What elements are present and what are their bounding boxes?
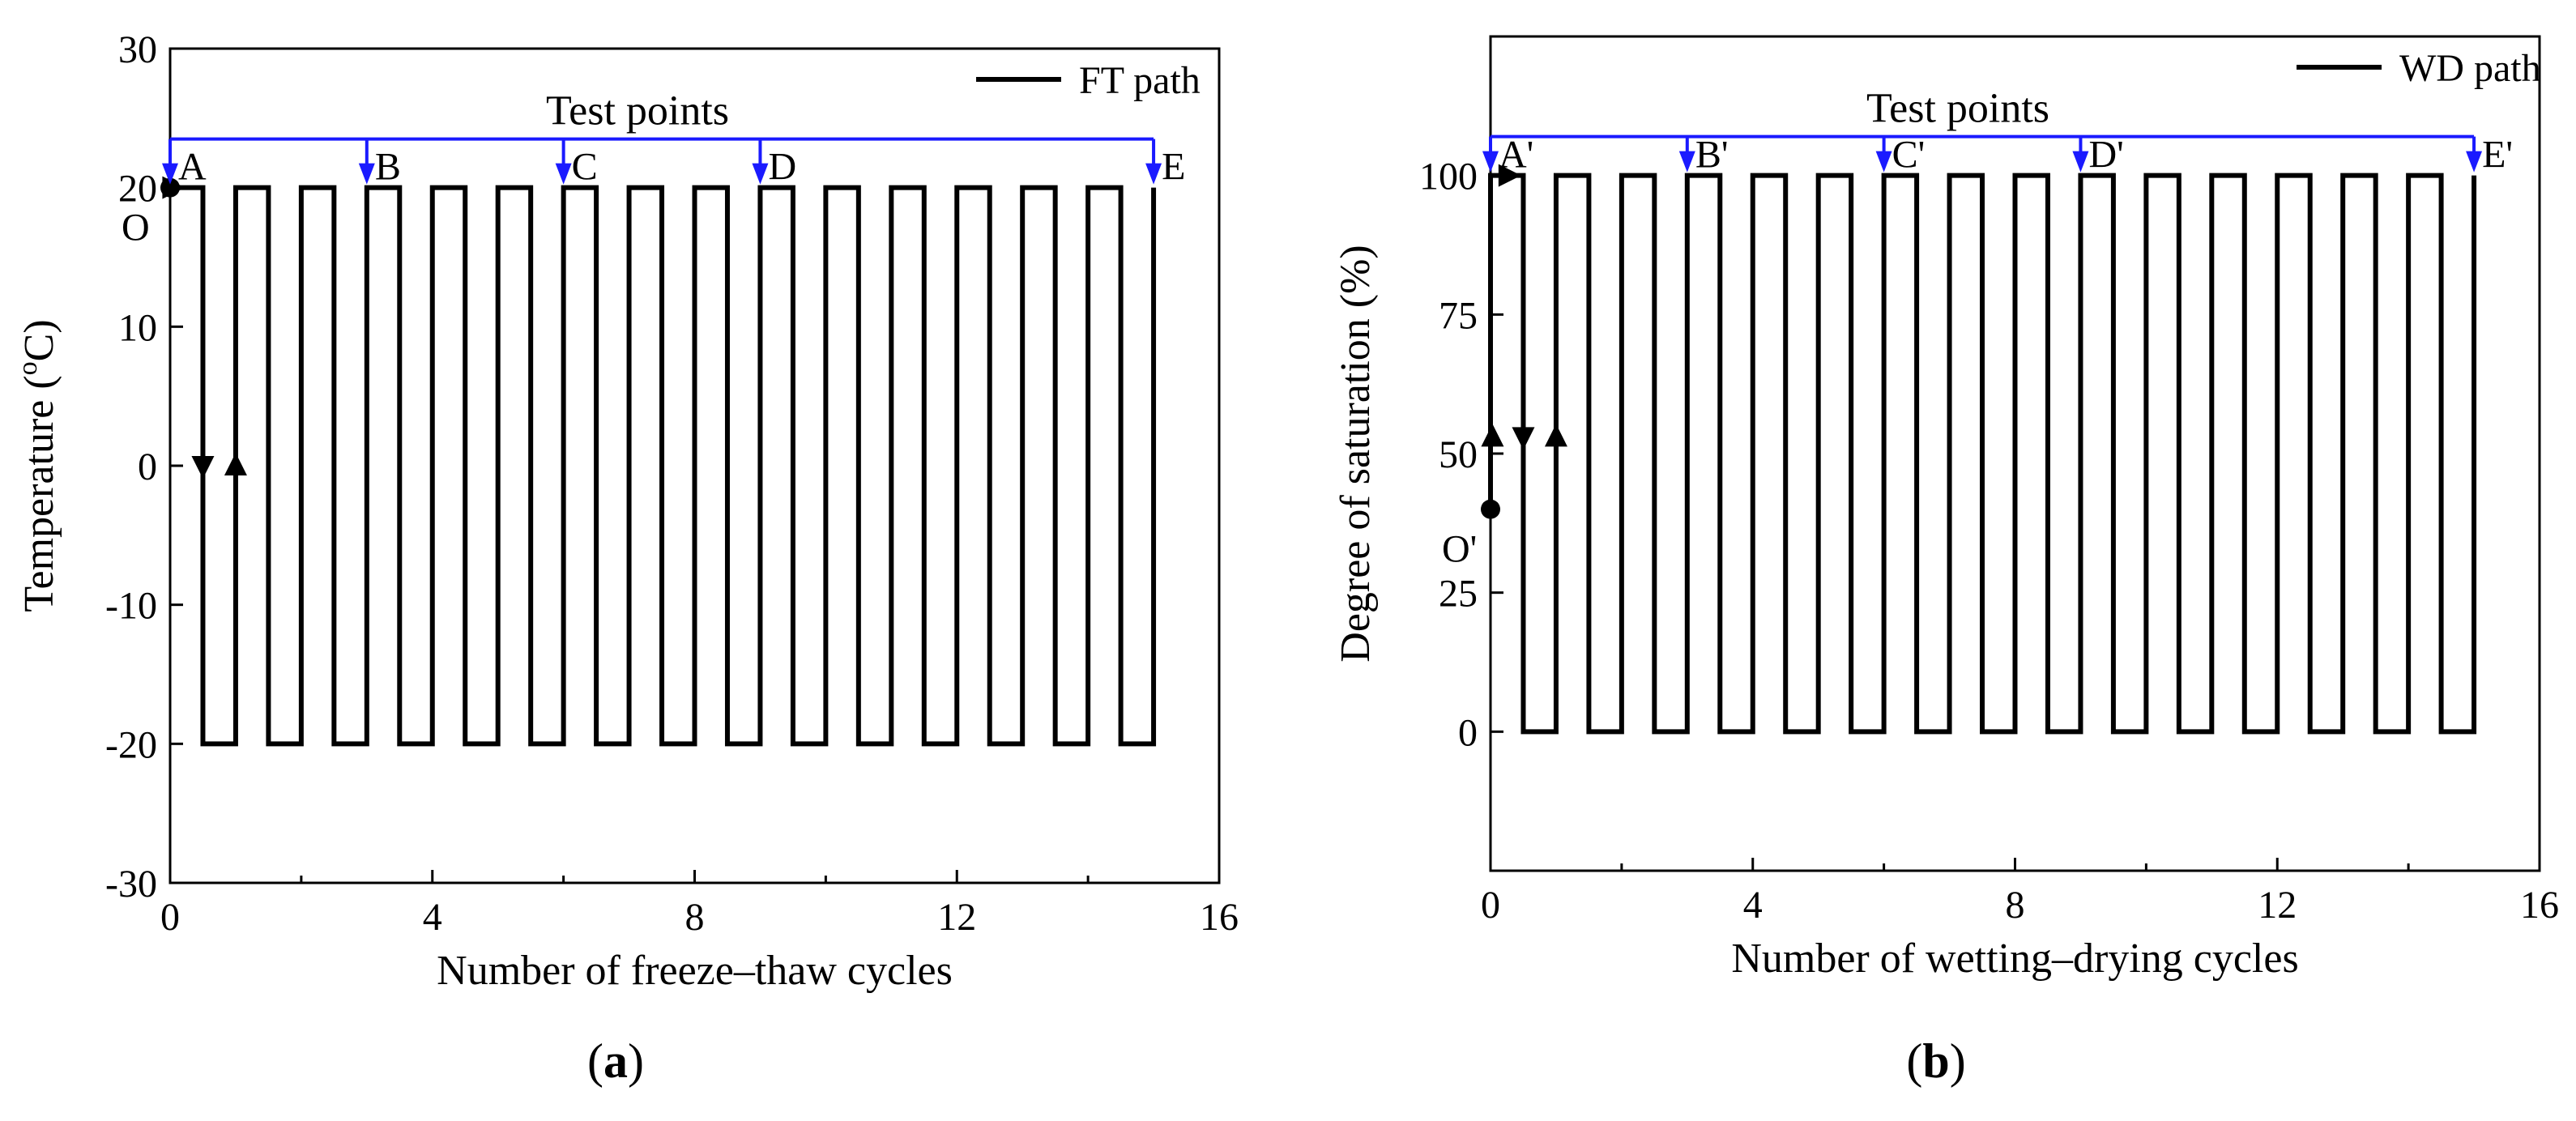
test-point-label: B <box>375 146 401 189</box>
test-point-arrow <box>2072 151 2089 173</box>
test-point-arrow <box>2466 151 2483 173</box>
test-point-label: D <box>768 146 796 189</box>
origin-label: O' <box>1442 528 1477 571</box>
y-tick-label: 20 <box>118 168 157 211</box>
x-tick-label: 4 <box>1743 884 1763 927</box>
direction-arrow-right <box>162 176 186 199</box>
panel-label: (a) <box>587 1034 644 1088</box>
y-tick-label: 100 <box>1419 156 1478 198</box>
direction-arrow-right <box>1498 164 1521 187</box>
x-axis-label: Number of wetting–drying cycles <box>1731 936 2298 982</box>
x-tick-label: 8 <box>685 896 705 939</box>
y-tick-label: 0 <box>1458 711 1478 754</box>
test-point-arrow <box>162 163 178 185</box>
y-tick-label: 30 <box>118 28 157 71</box>
test-point-label: D' <box>2088 134 2123 177</box>
test-point-arrow <box>752 163 769 185</box>
test-point-label: A' <box>1499 134 1533 177</box>
panel-label-open: ( <box>1906 1034 1922 1088</box>
test-point-arrow <box>1482 151 1499 173</box>
origin-marker <box>1481 499 1500 519</box>
test-points-title: Test points <box>1866 86 2049 132</box>
panel-label-open: ( <box>587 1034 603 1088</box>
y-axis-label-prefix: Degree of saturation (%) <box>1333 245 1379 662</box>
y-axis-label: Temperature (oC) <box>13 319 62 612</box>
panel-label-letter: a <box>603 1034 628 1088</box>
test-point-arrow <box>1875 151 1892 173</box>
x-tick-label: 12 <box>937 896 976 939</box>
x-tick-label: 12 <box>2258 884 2297 927</box>
series-line-wd-path <box>1488 173 2477 735</box>
series-line-ft-path <box>170 185 1157 747</box>
y-tick-label: 50 <box>1439 433 1478 476</box>
origin-label: O <box>122 207 150 249</box>
direction-arrow-up <box>1481 424 1504 447</box>
y-tick-label: 25 <box>1439 573 1478 616</box>
chart-a: 0 4 8 12 16 -30 -20 -10 0 10 20 30 Number of freeze–… <box>13 28 1239 1088</box>
chart-b: 0 4 8 12 16 0 25 50 75 100 Number of wetting–dryin… <box>1333 35 2559 1088</box>
panel-label-close: ) <box>628 1034 644 1088</box>
x-tick-label: 16 <box>1200 896 1239 939</box>
x-tick-label: 16 <box>2520 884 2559 927</box>
test-point-label: E <box>1162 146 1185 189</box>
x-tick-label: 0 <box>1481 884 1500 927</box>
y-tick-label: -30 <box>105 863 157 906</box>
direction-arrow-up <box>1544 424 1567 447</box>
y-tick-label: 0 <box>138 445 157 488</box>
direction-arrow-down <box>191 456 215 479</box>
y-axis-label-sup: o <box>13 361 43 375</box>
y-tick-label: 75 <box>1439 294 1478 337</box>
test-point-label: C' <box>1892 134 1926 177</box>
test-point-label: B' <box>1695 134 1729 177</box>
test-points-title: Test points <box>546 88 729 134</box>
direction-arrow-down <box>1512 427 1535 450</box>
test-point-arrow <box>1678 151 1695 173</box>
test-point-arrow <box>358 163 375 185</box>
direction-arrow-up <box>224 453 247 475</box>
x-axis-label: Number of freeze–thaw cycles <box>437 948 953 994</box>
panel-label: (b) <box>1906 1034 1965 1088</box>
x-tick-label: 0 <box>160 896 180 939</box>
y-tick-label: -20 <box>105 723 157 766</box>
y-axis-label-prefix: Temperature ( <box>16 375 62 612</box>
test-point-label: A <box>178 146 207 189</box>
x-tick-label: 8 <box>2006 884 2025 927</box>
y-axis-label-suffix: C) <box>16 319 62 361</box>
test-point-arrow <box>555 163 572 185</box>
panel-label-close: ) <box>1950 1034 1966 1088</box>
legend-label: FT path <box>1079 59 1201 102</box>
legend-label: WD path <box>2399 47 2541 90</box>
panel-label-letter: b <box>1922 1034 1949 1088</box>
test-point-arrow <box>1145 163 1162 185</box>
test-point-label: C <box>572 146 598 189</box>
y-tick-label: 10 <box>118 306 157 349</box>
y-tick-label: -10 <box>105 585 157 628</box>
x-tick-label: 4 <box>423 896 442 939</box>
test-point-label: E' <box>2482 134 2513 177</box>
y-axis-label: Degree of saturation (%) <box>1333 245 1379 662</box>
